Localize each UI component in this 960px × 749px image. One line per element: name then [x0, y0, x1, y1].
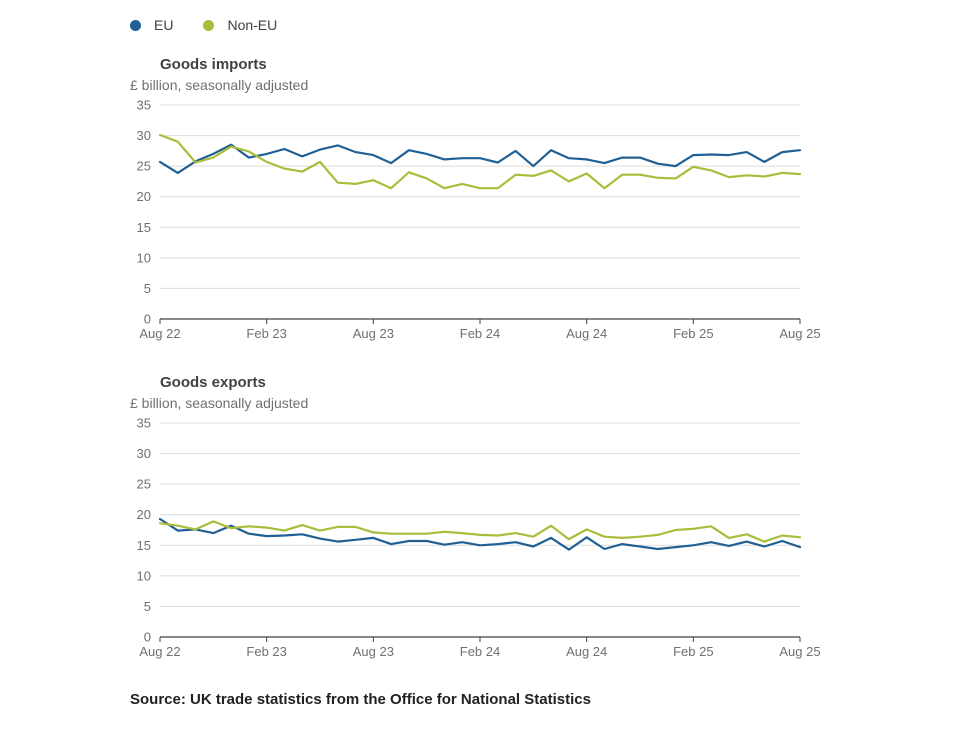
imports-chart-title: Goods imports: [160, 56, 267, 73]
legend-swatch-non-eu: [203, 19, 215, 31]
y-tick-label: 5: [144, 281, 151, 296]
source-note: Source: UK trade statistics from the Off…: [130, 691, 591, 708]
x-tick-label: Aug 24: [566, 644, 607, 659]
y-tick-label: 20: [137, 507, 151, 522]
legend-item-non-eu: Non-EU: [203, 17, 277, 33]
imports-chart-subtitle: £ billion, seasonally adjusted: [130, 77, 309, 93]
x-tick-label: Aug 25: [779, 644, 820, 659]
chart-legend: EU Non-EU: [130, 17, 307, 33]
x-tick-label: Aug 22: [139, 326, 180, 341]
y-tick-label: 15: [137, 220, 151, 235]
y-tick-label: 0: [144, 630, 151, 645]
y-tick-label: 30: [137, 446, 151, 461]
exports-chart-title: Goods exports: [160, 374, 266, 391]
x-tick-label: Aug 23: [353, 326, 394, 341]
legend-label-eu: EU: [154, 17, 174, 33]
y-tick-label: 0: [144, 312, 151, 327]
x-tick-label: Feb 23: [246, 644, 286, 659]
series-line-eu: [158, 517, 802, 551]
y-tick-label: 10: [137, 568, 151, 583]
y-tick-label: 25: [137, 159, 151, 174]
y-tick-label: 25: [137, 477, 151, 492]
x-tick-label: Feb 23: [246, 326, 286, 341]
x-tick-label: Aug 22: [139, 644, 180, 659]
series-line-non-eu: [158, 520, 802, 543]
x-tick-label: Aug 25: [779, 326, 820, 341]
x-tick-label: Feb 25: [673, 644, 713, 659]
y-tick-label: 20: [137, 189, 151, 204]
legend-swatch-eu: [130, 19, 141, 31]
y-tick-label: 10: [137, 250, 151, 265]
y-tick-label: 30: [137, 128, 151, 143]
y-tick-label: 15: [137, 538, 151, 553]
x-tick-label: Feb 24: [460, 644, 500, 659]
x-tick-label: Feb 25: [673, 326, 713, 341]
x-tick-label: Aug 23: [353, 644, 394, 659]
series-line-non-eu: [158, 133, 802, 190]
x-tick-label: Aug 24: [566, 326, 607, 341]
x-tick-label: Feb 24: [460, 326, 500, 341]
legend-item-eu: EU: [130, 17, 173, 33]
y-tick-label: 5: [144, 599, 151, 614]
imports-line-chart: 0 5 10 15 20 25 30 35 Aug 22 Feb 23 Aug 23 Feb 24 Au…: [137, 98, 821, 342]
exports-chart-subtitle: £ billion, seasonally adjusted: [130, 395, 309, 411]
exports-line-chart: 0 5 10 15 20 25 30 35 Aug 22 Feb 23 Aug 23 Feb 24 Au…: [137, 416, 821, 660]
y-tick-label: 35: [137, 98, 151, 113]
legend-label-non-eu: Non-EU: [227, 17, 278, 33]
y-tick-label: 35: [137, 416, 151, 431]
series-line-eu: [158, 143, 802, 174]
